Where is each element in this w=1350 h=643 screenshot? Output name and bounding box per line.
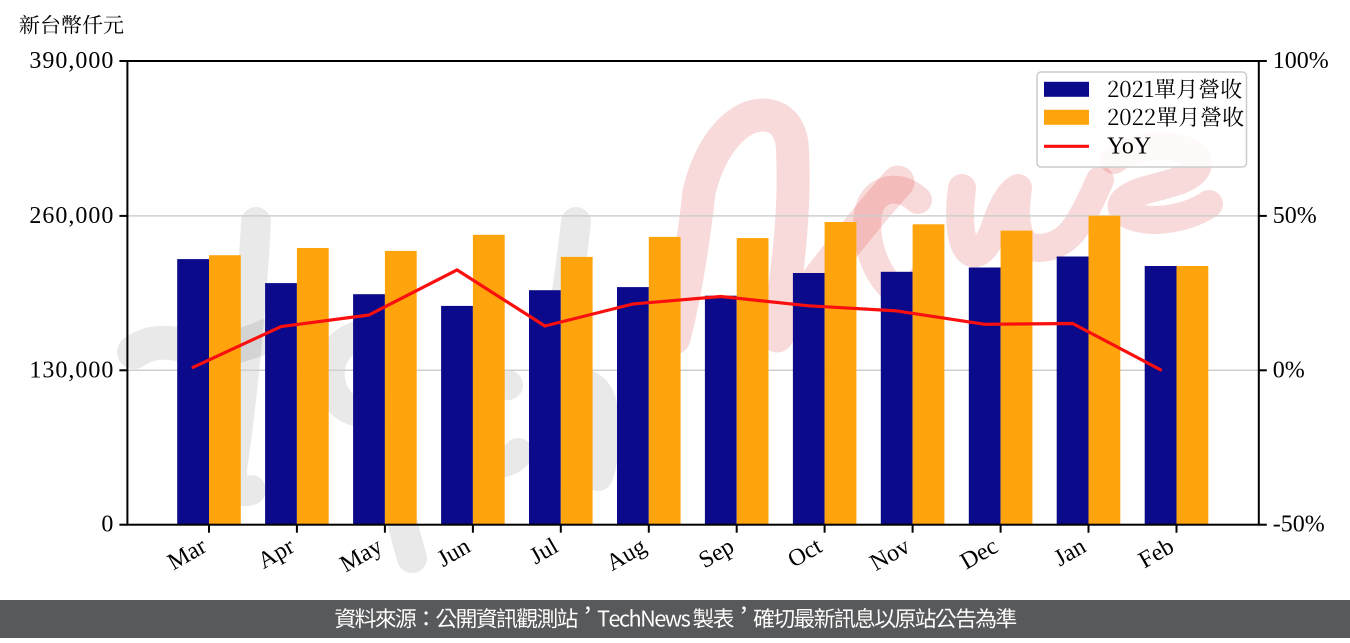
svg-text:130,000: 130,000 [29,357,114,383]
svg-text:50%: 50% [1273,203,1317,229]
svg-text:YoY: YoY [1107,134,1151,160]
svg-text:0: 0 [101,512,114,538]
svg-text:0%: 0% [1273,357,1305,383]
svg-text:260,000: 260,000 [29,203,114,229]
svg-text:100%: 100% [1273,48,1329,74]
svg-text:390,000: 390,000 [29,48,114,74]
svg-text:-50%: -50% [1273,512,1325,538]
